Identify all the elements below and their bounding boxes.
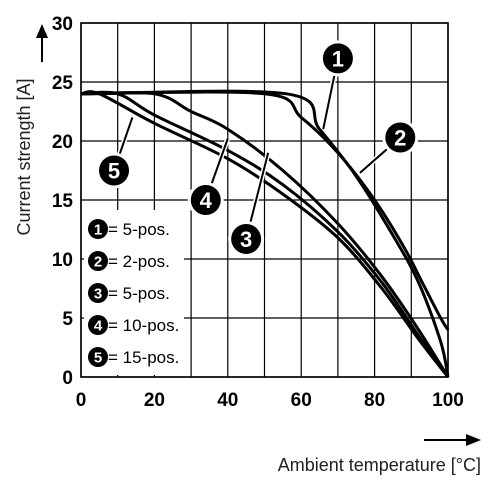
y-tick-label: 10 (52, 250, 73, 271)
svg-text:4: 4 (200, 188, 213, 213)
callout-badge-5: 5 (96, 152, 133, 189)
svg-text:5: 5 (108, 158, 120, 183)
legend-badge-2: 2 (88, 251, 108, 271)
legend-label-5: = 15-pos. (108, 348, 179, 367)
svg-text:1: 1 (94, 221, 102, 238)
legend-label-1: = 5-pos. (108, 220, 170, 239)
y-axis-arrow (36, 24, 48, 62)
legend-label-4: = 10-pos. (108, 316, 179, 335)
legend-badge-5: 5 (88, 347, 108, 367)
x-tick-label: 60 (291, 390, 312, 411)
y-tick-label: 20 (52, 132, 73, 153)
callout-badge-3: 3 (228, 220, 265, 257)
y-tick-label: 30 (52, 14, 73, 35)
legend: 1 = 5-pos. 2 = 2-pos. 3 = 5-pos. 4 = 10-pos. 5 = … (84, 210, 184, 375)
x-tick-label: 0 (76, 390, 87, 411)
svg-text:4: 4 (94, 317, 103, 334)
legend-badge-3: 3 (88, 283, 108, 303)
legend-label-2: = 2-pos. (108, 252, 170, 271)
x-tick-label: 100 (432, 390, 464, 411)
svg-text:3: 3 (94, 285, 102, 302)
series-line-3 (80, 90, 450, 378)
y-tick-label: 0 (62, 368, 73, 389)
plot-frame (80, 22, 449, 378)
svg-text:5: 5 (94, 349, 102, 366)
svg-text:3: 3 (240, 227, 252, 252)
x-axis-label: Ambient temperature [°C] (278, 455, 481, 475)
svg-text:1: 1 (332, 46, 344, 71)
legend-badge-1: 1 (88, 219, 108, 239)
x-axis-arrow (424, 434, 481, 446)
y-tick-label: 5 (62, 309, 73, 330)
legend-label-3: = 5-pos. (108, 284, 170, 303)
series-line-4 (80, 90, 450, 378)
series-line-2 (80, 90, 450, 331)
callout-badge-1: 1 (319, 40, 356, 77)
y-tick-label: 15 (52, 191, 74, 212)
x-tick-label: 80 (364, 390, 385, 411)
x-tick-label: 40 (217, 390, 238, 411)
series-lines (80, 89, 450, 378)
callout-badge-4: 4 (187, 182, 224, 218)
svg-text:2: 2 (94, 253, 102, 270)
svg-text:2: 2 (394, 125, 406, 150)
callout-badges: 1 2 3 4 5 (96, 40, 419, 257)
legend-badge-4: 4 (88, 315, 108, 335)
x-tick-label: 20 (144, 390, 165, 411)
callout-badge-2: 2 (382, 119, 419, 156)
y-axis-label: Current strength [A] (14, 78, 34, 235)
series-line-5 (80, 90, 450, 378)
grid (80, 22, 449, 378)
y-tick-label: 25 (52, 73, 74, 94)
